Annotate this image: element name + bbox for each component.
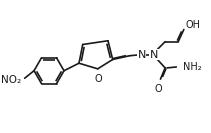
Text: O: O [95, 74, 103, 84]
Text: NH₂: NH₂ [183, 62, 202, 72]
Text: N: N [138, 50, 146, 60]
Text: NO₂: NO₂ [1, 75, 21, 85]
Text: N: N [150, 50, 158, 60]
Text: OH: OH [186, 20, 201, 30]
Text: O: O [155, 84, 162, 94]
